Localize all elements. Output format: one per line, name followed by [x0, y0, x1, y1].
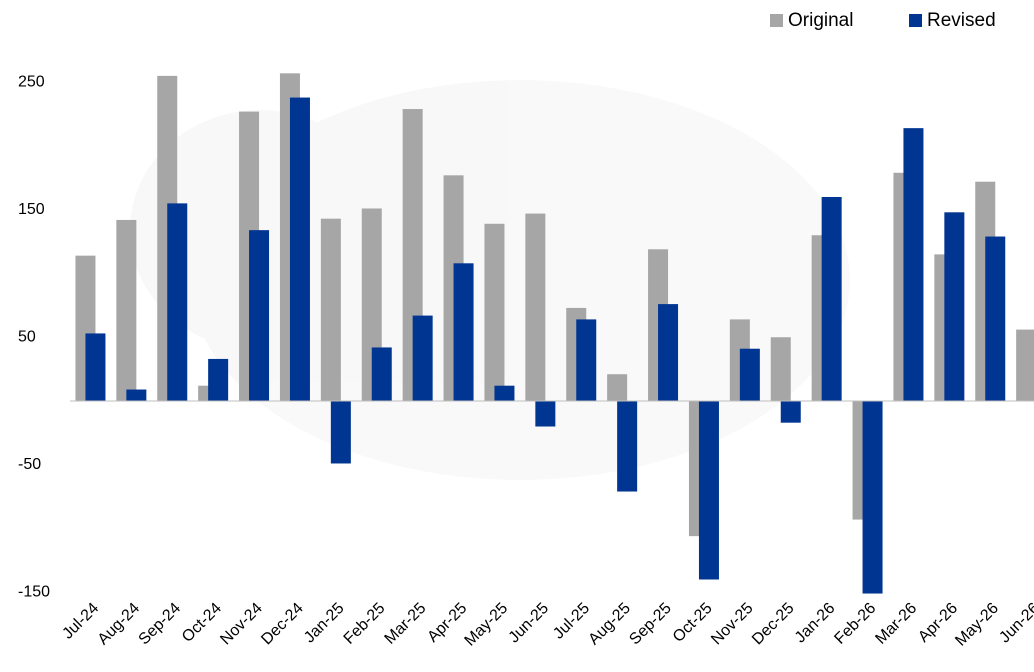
x-tick-label: May-25: [462, 600, 512, 650]
bar: [770, 337, 791, 401]
x-tick-label: Oct-24: [179, 600, 225, 646]
bar: [484, 223, 505, 401]
bar: [371, 347, 392, 401]
bar: [412, 315, 433, 401]
x-tick-label: Aug-25: [585, 600, 634, 649]
bar: [821, 197, 842, 401]
x-tick-label: Feb-25: [341, 600, 389, 648]
bar: [453, 263, 474, 401]
y-tick-label: -50: [18, 456, 41, 473]
bar: [607, 374, 628, 401]
x-tick-label: May-26: [952, 600, 1002, 650]
bar: [739, 348, 760, 401]
y-tick-label: 50: [18, 328, 36, 345]
bar: [903, 128, 924, 401]
bar: [698, 401, 719, 580]
bar: [289, 97, 310, 402]
bar: [780, 401, 801, 423]
legend-swatch: [770, 14, 783, 27]
bar: [576, 319, 597, 401]
bar: [985, 236, 1006, 401]
x-tick-label: Feb-26: [831, 600, 879, 648]
y-tick-label: 150: [18, 201, 45, 218]
x-tick-label: Jan-26: [792, 600, 839, 647]
legend-label: Original: [788, 10, 853, 31]
x-tick-label: Jan-25: [301, 600, 348, 647]
x-tick-label: Mar-26: [872, 600, 920, 648]
x-tick-label: Oct-25: [670, 600, 716, 646]
bar: [126, 389, 147, 401]
legend-swatch: [909, 14, 922, 27]
x-tick-label: Sep-24: [136, 600, 185, 649]
bar: [862, 401, 883, 594]
bar: [944, 212, 965, 401]
bar: [167, 203, 188, 401]
x-tick-label: Nov-24: [217, 600, 266, 649]
y-tick-label: 250: [18, 73, 45, 90]
bar: [330, 401, 351, 464]
bar: [494, 385, 515, 401]
y-tick-label: -150: [18, 583, 50, 600]
bar: [525, 213, 546, 401]
bar: [116, 219, 137, 401]
bar: [249, 230, 270, 401]
bar: [85, 333, 106, 401]
bar: [1016, 329, 1034, 401]
x-tick-label: Jun-25: [506, 600, 553, 647]
x-tick-label: Dec-24: [258, 600, 307, 649]
x-tick-label: Nov-25: [708, 600, 757, 649]
bar: [320, 218, 341, 401]
legend: Original Revised: [770, 10, 996, 31]
bar: [658, 304, 679, 401]
bar: [617, 401, 638, 492]
x-tick-label: Jun-26: [996, 600, 1034, 647]
x-tick-label: Dec-25: [749, 600, 798, 649]
legend-label: Revised: [927, 10, 996, 31]
x-tick-label: Sep-25: [626, 600, 675, 649]
x-tick-label: Aug-24: [95, 600, 144, 649]
bar: [535, 401, 556, 427]
bar: [208, 358, 229, 401]
x-tick-label: Mar-25: [382, 600, 430, 648]
